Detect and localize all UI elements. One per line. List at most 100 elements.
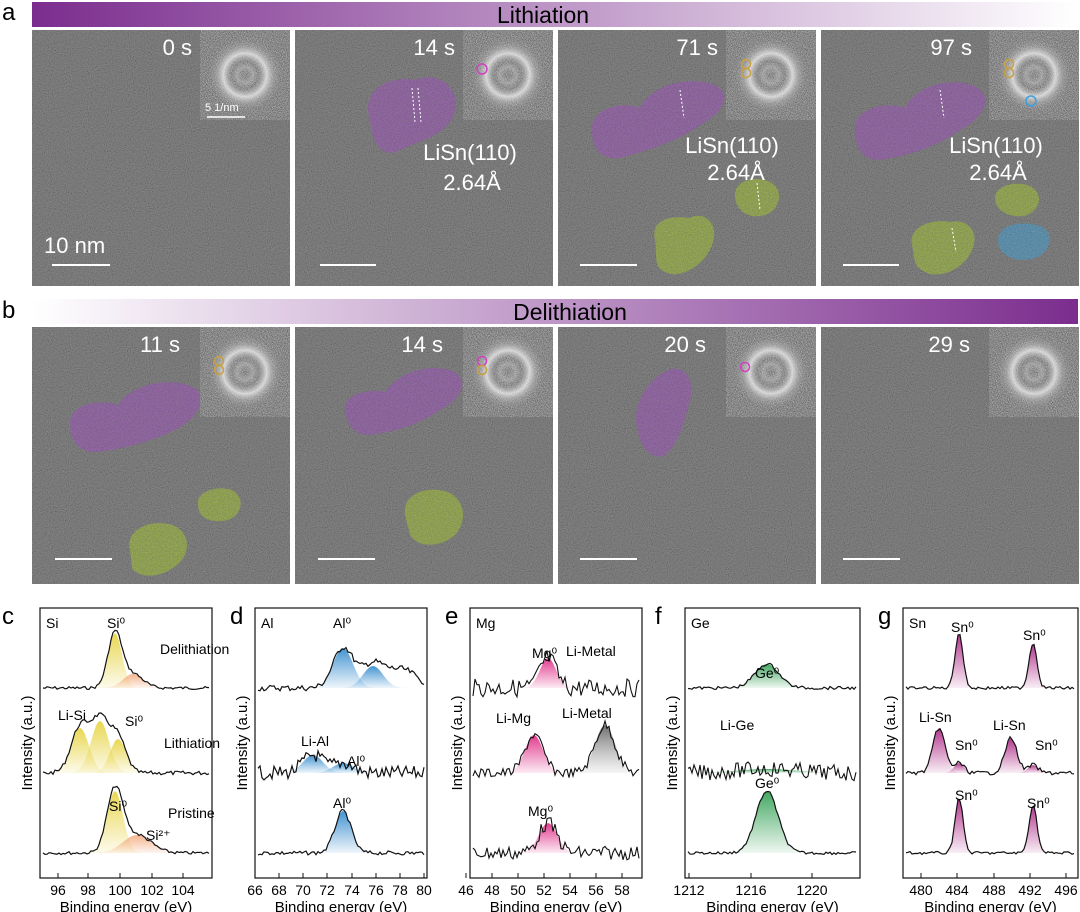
fit-peak-area — [258, 763, 424, 773]
frame-b-1: 11 s — [32, 327, 290, 584]
peak-annotation: Si⁰ — [107, 615, 125, 631]
d-spacing-label: 2.64Å — [969, 160, 1027, 185]
spectrum-line — [42, 712, 210, 776]
peak-annotation: Ge⁰ — [755, 665, 780, 681]
spectrum-line — [472, 718, 640, 779]
peak-annotation: Al⁰ — [333, 615, 351, 631]
spectrum-line — [257, 808, 425, 856]
x-axis-label: Binding energy (eV) — [924, 899, 1057, 912]
fit-peak-area — [258, 648, 424, 688]
peak-annotation: Si⁰ — [109, 798, 127, 814]
banner-a-bar — [32, 2, 1078, 27]
frame-a-4: 97 s LiSn(110) 2.64Å — [821, 30, 1079, 286]
fit-peak-area — [43, 739, 209, 773]
spectrum-line — [905, 798, 1075, 856]
lisn-label: LiSn(110) — [685, 133, 779, 158]
fit-peak-area — [43, 674, 209, 688]
y-axis-label: Intensity (a.u.) — [19, 695, 36, 790]
peak-annotation: Lithiation — [164, 735, 220, 751]
fit-peak-area — [258, 755, 424, 773]
peak-annotation: Sn⁰ — [1035, 737, 1058, 753]
frame-time: 29 s — [928, 332, 970, 357]
peak-annotation: Li-Mg — [496, 710, 531, 726]
element-label: Al — [261, 615, 273, 631]
peak-annotation: Al⁰ — [333, 795, 351, 811]
lisn-label: LiSn(110) — [949, 133, 1043, 158]
y-axis-label: Intensity (a.u.) — [664, 695, 681, 790]
x-tick-label: 54 — [562, 882, 578, 898]
peak-annotation: Li-Si — [58, 707, 86, 723]
x-tick-label: 74 — [344, 882, 360, 898]
scale-bar-label: 10 nm — [44, 233, 105, 258]
lisn-grain-blue — [998, 223, 1050, 260]
panel-label-g: g — [878, 603, 891, 630]
peak-annotation: Al⁰ — [347, 753, 365, 769]
peak-annotation: Li-Metal — [562, 705, 612, 721]
frame-time: 71 s — [676, 35, 718, 60]
peak-annotation: Sn⁰ — [951, 619, 974, 635]
x-tick-label: 56 — [588, 882, 604, 898]
fft-inset — [200, 327, 290, 417]
spectrum-line — [905, 727, 1075, 776]
element-label: Ge — [691, 615, 710, 631]
fit-peak-area — [906, 728, 1075, 773]
spectrum-line — [687, 760, 857, 782]
plot-frame — [39, 607, 213, 879]
x-tick-label: 78 — [392, 882, 408, 898]
x-axis-label: Binding energy (eV) — [490, 899, 623, 912]
plot-frame — [254, 607, 428, 879]
frame-a-3: 71 s LiSn(110) 2.64Å — [558, 30, 816, 286]
peak-annotation: Li-Al — [301, 733, 329, 749]
x-tick-label: 46 — [458, 882, 474, 898]
x-tick-label: 70 — [295, 882, 311, 898]
lisn-grain-purple — [368, 77, 456, 153]
panel-label-f: f — [655, 603, 662, 630]
frame-b-3: 20 s — [558, 327, 816, 584]
x-axis-label: Binding energy (eV) — [275, 899, 408, 912]
panel-label-c: c — [2, 603, 14, 630]
banner-b-text: Delithiation — [513, 299, 627, 325]
peak-annotation: Si²⁺ — [146, 827, 171, 843]
spectrum-line — [905, 633, 1075, 691]
lisn-grain-green — [404, 489, 464, 545]
peak-annotation: Li-Sn — [919, 709, 952, 725]
fit-peak-area — [258, 811, 424, 853]
lisn-grain-purple — [591, 81, 725, 159]
spectrum-line — [472, 817, 640, 861]
x-tick-label: 96 — [50, 882, 66, 898]
fit-peak-area — [906, 806, 1075, 853]
x-tick-label: 72 — [319, 882, 335, 898]
frame-time: 14 s — [401, 332, 443, 357]
x-tick-label: 58 — [614, 882, 630, 898]
peak-annotation: Ge⁰ — [755, 775, 780, 791]
element-label: Si — [46, 615, 58, 631]
element-label: Mg — [476, 615, 495, 631]
lisn-grain-green — [735, 178, 780, 217]
fit-peak-area — [906, 634, 1075, 688]
fft-inset — [726, 30, 816, 120]
peak-annotation: Sn⁰ — [1023, 627, 1046, 643]
fit-peak-area — [43, 835, 209, 853]
x-tick-label: 76 — [368, 882, 384, 898]
plot-frame — [902, 607, 1079, 879]
fit-peak-area — [906, 644, 1075, 688]
fit-peak-area — [473, 725, 639, 773]
x-tick-label: 68 — [271, 882, 287, 898]
fft-inset — [989, 30, 1079, 120]
peak-annotation: Li-Sn — [993, 717, 1026, 733]
d-spacing-label: 2.64Å — [443, 170, 501, 195]
x-tick-label: 1212 — [673, 882, 704, 898]
fit-peak-area — [906, 765, 1075, 773]
peak-annotation: Li-Ge — [720, 717, 754, 733]
frame-time: 20 s — [664, 332, 706, 357]
peak-annotation: Li-Metal — [566, 643, 616, 659]
peak-annotation: Sn⁰ — [1027, 795, 1050, 811]
fit-peak-area — [258, 666, 424, 688]
frame-time: 14 s — [413, 35, 455, 60]
lisn-label: LiSn(110) — [423, 140, 517, 165]
y-axis-label: Intensity (a.u.) — [234, 695, 251, 790]
